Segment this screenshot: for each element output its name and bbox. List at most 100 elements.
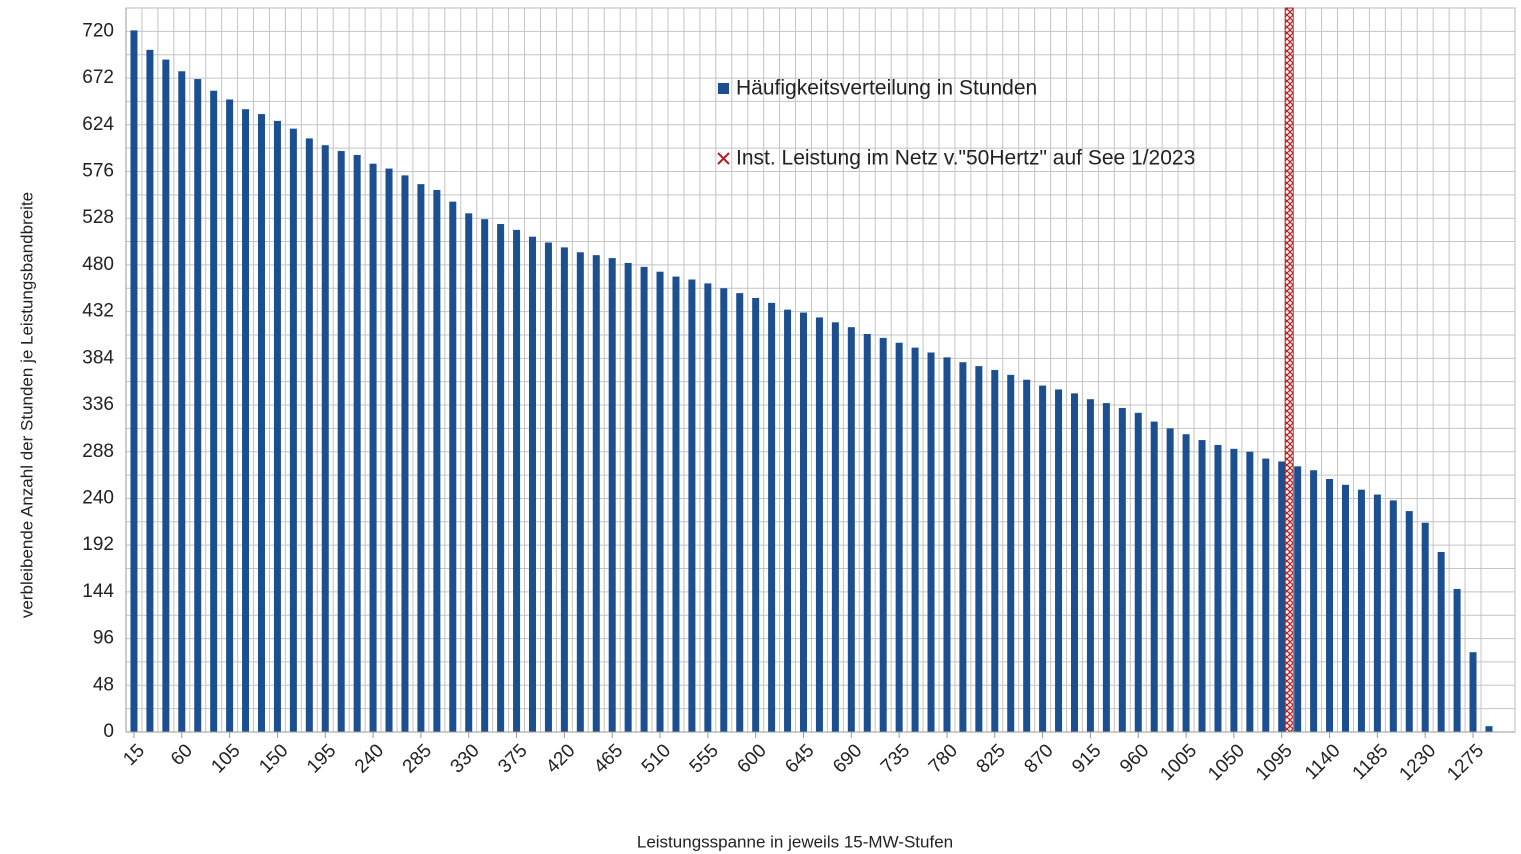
bar — [991, 370, 999, 732]
reference-line — [1284, 7, 1294, 733]
x-tick-label: 240 — [351, 740, 388, 777]
bar — [927, 352, 935, 732]
bar — [672, 276, 680, 732]
bar — [305, 138, 313, 733]
x-tick-label: 600 — [733, 740, 770, 777]
legend-label: Inst. Leistung im Netz v."50Hertz" auf S… — [736, 147, 1195, 170]
bar — [1039, 385, 1047, 732]
bar — [481, 219, 489, 732]
bar — [242, 109, 250, 733]
bar — [1357, 489, 1365, 732]
bar — [1421, 522, 1429, 732]
bar — [1246, 451, 1254, 732]
bar — [528, 236, 536, 732]
bar — [321, 145, 329, 733]
x-tick-label: 1050 — [1204, 740, 1249, 785]
bar — [1086, 399, 1094, 732]
y-tick-label: 240 — [82, 487, 114, 508]
x-tick-label: 150 — [255, 740, 292, 777]
bar — [799, 312, 807, 732]
bar — [1389, 500, 1397, 732]
x-tick-label: 375 — [494, 740, 531, 777]
x-tick-label: 420 — [542, 740, 579, 777]
bar — [752, 297, 760, 732]
bar — [1341, 484, 1349, 732]
bar — [1118, 407, 1126, 732]
x-tick-label: 1140 — [1301, 740, 1345, 784]
bar — [847, 327, 855, 732]
x-tick-label: 555 — [686, 740, 723, 777]
y-tick-label: 672 — [82, 67, 114, 88]
y-tick-label: 192 — [82, 534, 114, 555]
bar — [815, 317, 823, 732]
x-tick-label: 690 — [829, 740, 866, 777]
bar — [704, 283, 712, 732]
bar — [289, 128, 297, 732]
x-tick-label: 105 — [207, 740, 244, 777]
bar — [497, 224, 505, 732]
y-tick-label: 624 — [82, 114, 114, 135]
bar — [1055, 389, 1063, 732]
x-tick-label: 60 — [167, 740, 197, 770]
bar — [1198, 440, 1206, 732]
bar — [1166, 428, 1174, 732]
bar — [688, 279, 696, 732]
bar — [449, 201, 457, 733]
bar — [1373, 494, 1381, 732]
y-tick-label: 96 — [93, 628, 114, 649]
bar — [1469, 652, 1477, 732]
legend-swatch — [718, 83, 729, 94]
bar — [465, 213, 473, 733]
bar — [1214, 444, 1222, 732]
x-tick-label: 195 — [303, 740, 340, 777]
bar — [640, 266, 648, 732]
bar — [417, 184, 425, 733]
bar — [1326, 478, 1334, 732]
bar — [1437, 551, 1445, 732]
bar — [1294, 466, 1302, 732]
bar — [911, 347, 919, 732]
bar — [1102, 403, 1110, 732]
bar — [831, 322, 839, 732]
bar — [1405, 511, 1413, 732]
bar — [369, 163, 377, 733]
bar — [353, 154, 361, 732]
bar — [1134, 412, 1142, 732]
bar — [608, 258, 616, 732]
bar — [210, 90, 218, 732]
bar — [576, 252, 584, 732]
y-axis-label: verbleibende Anzahl der Stunden je Leist… — [17, 192, 36, 618]
x-tick-label: 330 — [447, 740, 484, 777]
bar — [1023, 379, 1031, 732]
bar — [720, 288, 728, 732]
bar — [624, 262, 632, 732]
bar — [1278, 461, 1286, 732]
bar — [560, 247, 568, 733]
bar — [1485, 726, 1493, 732]
bar — [1182, 434, 1190, 732]
bar — [1453, 588, 1461, 732]
bar — [1262, 458, 1270, 732]
bar — [592, 255, 600, 732]
y-tick-label: 576 — [82, 160, 114, 181]
x-axis-label: Leistungsspanne in jeweils 15-MW-Stufen — [637, 832, 953, 851]
bar — [146, 49, 154, 732]
y-tick-label: 288 — [82, 441, 114, 462]
x-tick-label: 960 — [1116, 740, 1153, 777]
bar — [656, 271, 664, 732]
bar — [895, 342, 903, 732]
bar — [1150, 421, 1158, 732]
bar — [257, 114, 265, 733]
bar — [513, 229, 521, 732]
bar — [337, 151, 345, 732]
legend-label: Häufigkeitsverteilung in Stunden — [736, 77, 1037, 100]
x-tick-label: 780 — [925, 740, 962, 777]
bar — [401, 175, 409, 732]
bar — [1007, 374, 1015, 732]
y-tick-label: 528 — [82, 207, 114, 228]
x-tick-label: 1230 — [1396, 740, 1441, 785]
x-tick-label: 1275 — [1443, 740, 1488, 785]
y-tick-label: 144 — [82, 581, 114, 602]
